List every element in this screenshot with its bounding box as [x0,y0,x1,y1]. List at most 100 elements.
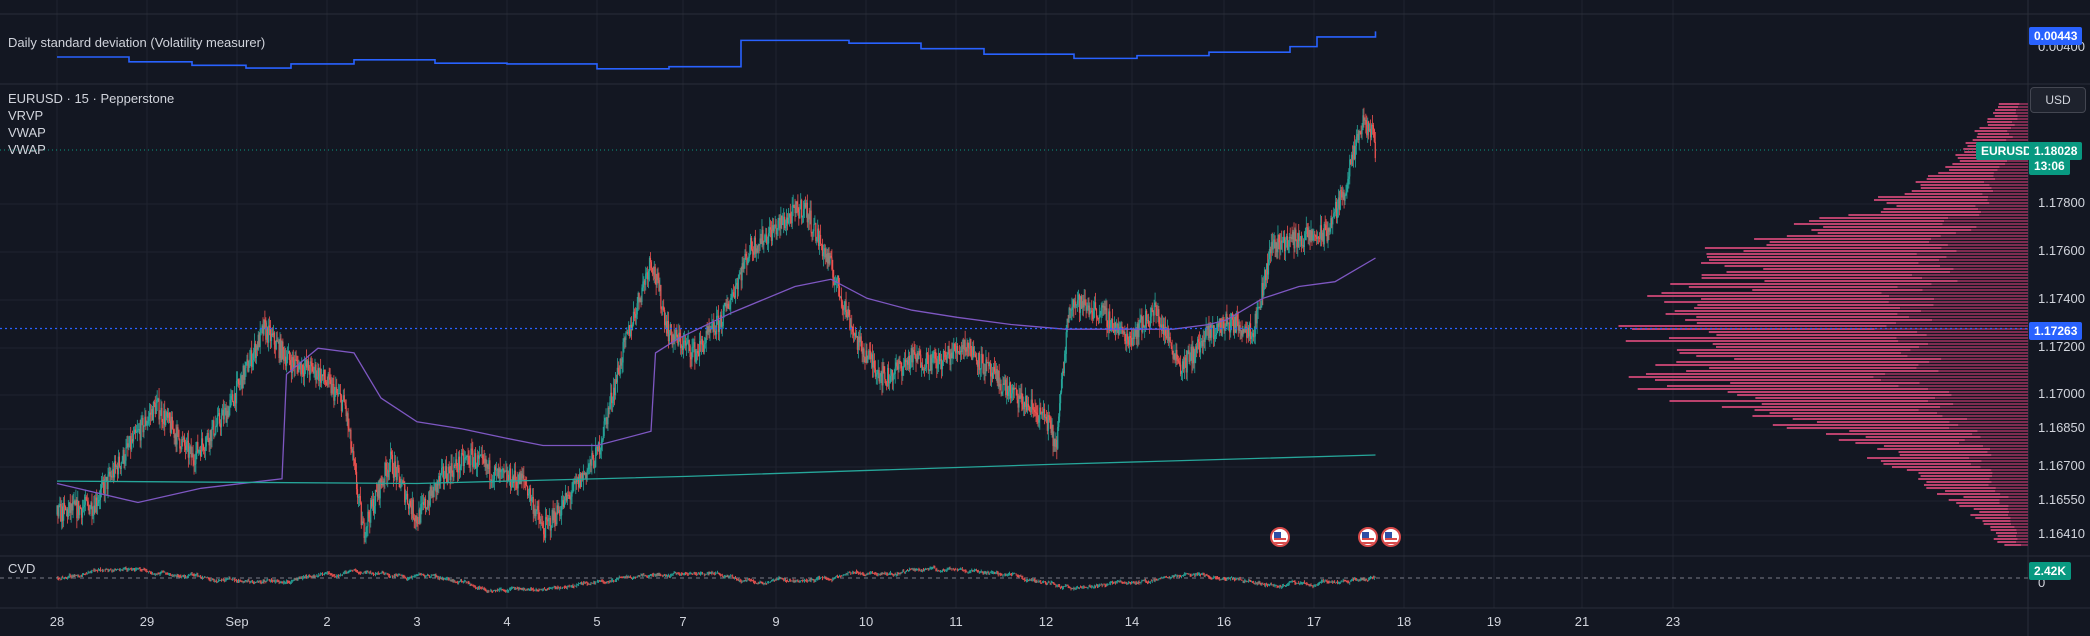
candle-body [238,383,240,385]
candle-body [244,367,246,380]
candle-body [387,470,389,478]
candle-body [1070,309,1072,311]
candle-body [1127,333,1129,340]
candle-body [924,367,927,369]
volume-profile-bar [1726,271,1951,273]
volume-profile-bar [2008,514,2028,516]
candle-body [1137,323,1139,338]
candle-body [664,310,666,326]
candle-body [370,500,372,523]
volume-profile-bar [1937,412,2028,414]
candle-body [125,447,127,461]
stdev-step-line [57,31,1377,70]
candle-body [461,453,464,454]
candle-body [530,497,532,501]
candle-body [643,280,645,282]
candle-body [275,339,277,350]
candle-body [759,238,761,246]
volume-profile-bar [1716,334,1927,336]
candle-body [794,207,796,214]
volume-profile-bar [1975,205,2028,207]
study-label-vwap-2[interactable]: VWAP [8,142,46,157]
candle-body [359,496,361,503]
candle-body [191,453,193,458]
candle-body [663,306,665,311]
candle-body [357,497,360,499]
volume-profile-bar [1991,469,2028,471]
candle-body [1009,382,1012,399]
time-tick: 23 [1665,614,1681,629]
volume-profile-bar [1823,226,1977,228]
candle-body [594,467,596,469]
candle-body [233,401,235,407]
volume-profile-bar [1888,301,2028,303]
candle-body [1138,323,1140,338]
volume-profile-bar [1982,193,2028,195]
candle-body [1317,236,1319,239]
volume-profile-bar [1881,379,2028,381]
us-event-flag-icon[interactable] [1270,527,1290,547]
candle-body [539,518,541,524]
candle-body [402,481,404,483]
us-event-flag-icon[interactable] [1358,527,1378,547]
candle-body [1095,309,1098,318]
candle-body [802,209,805,216]
volume-profile-bar [2010,520,2028,522]
candle-body [163,410,165,424]
candle-body [389,462,391,472]
candle-body [1215,333,1218,336]
candle-body [991,372,994,379]
candle-body [762,229,764,246]
candle-body [196,442,198,452]
candle-body [922,365,924,371]
candle-body [1205,326,1207,338]
candle-body [964,339,966,351]
volume-profile-bar [1949,421,2028,423]
volume-profile-bar [1928,343,2028,345]
candle-body [501,469,503,471]
candle-body [1101,305,1103,308]
candle-body [996,369,998,383]
candle-body [836,279,838,283]
candle-body [651,268,653,273]
candle-body [1135,328,1137,339]
candle-body [78,500,80,516]
candle-body [1097,318,1099,320]
candle-body [785,217,788,227]
candle-body [580,473,583,488]
candle-body [458,456,461,471]
study-label-vwap-1[interactable]: VWAP [8,125,46,140]
candle-body [831,257,833,270]
candle-body [339,392,342,396]
cvd-label[interactable]: CVD [8,561,36,576]
candle-body [537,505,539,510]
candle-body [932,353,934,358]
candle-body [346,413,348,417]
candle-body [398,467,400,477]
candle-body [691,347,693,360]
candle-body [1274,239,1276,249]
symbol-title[interactable]: EURUSD · 15 · Pepperstone [8,91,175,106]
candle-body [92,514,94,516]
candle-body [451,463,453,473]
candle-body [323,369,326,380]
study-label-vrvp[interactable]: VRVP [8,108,44,123]
candle-body [1014,387,1016,389]
currency-button[interactable]: USD [2030,87,2086,113]
candle-body [1159,323,1161,328]
candle-body [1290,236,1292,239]
candle-body [609,402,611,409]
candle-body [189,446,191,449]
candle-body [1312,235,1314,241]
us-event-flag-icon[interactable] [1381,527,1401,547]
candle-body [628,325,630,334]
candle-body [1023,402,1025,410]
candle-body [1012,387,1014,391]
volume-profile-bar [1979,214,2028,216]
candle-body [1269,249,1271,254]
candle-body [988,362,990,367]
stdev-indicator-label[interactable]: Daily standard deviation (Volatility mea… [8,35,266,50]
candle-body [1184,357,1186,359]
